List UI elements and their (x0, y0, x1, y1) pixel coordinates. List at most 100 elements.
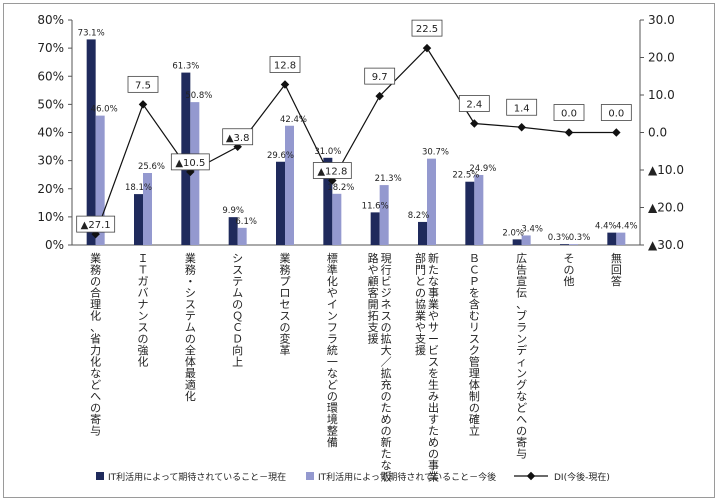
category-label: 業務の合理化、省力化などへの寄与 (90, 252, 101, 438)
di-marker (517, 123, 526, 132)
di-label-box (364, 67, 396, 85)
di-label-box (553, 104, 585, 121)
category-label: 業務プロセスの変革 (280, 252, 291, 357)
di-label-box (411, 19, 443, 37)
category-label: 部門との協業や支援 (415, 251, 426, 357)
di-label-box (127, 75, 159, 93)
bar-current-label: 2.0% (502, 228, 524, 238)
left-tick-label: 20% (37, 182, 64, 196)
di-label-box (170, 153, 210, 171)
left-tick-label: 50% (37, 97, 64, 111)
category-label: 無回答 (611, 251, 622, 288)
bar-current (276, 161, 285, 245)
legend-label-current: IT利活用によって期待されていること－現在 (108, 471, 286, 483)
bar-future-label: 46.0% (91, 105, 118, 115)
category-label: 業務・システムの全体最適化 (185, 252, 196, 403)
right-tick-label: 0.0 (648, 126, 667, 140)
left-tick-label: 0% (45, 238, 64, 252)
category-label: ＩＴガバナンスの強化 (138, 252, 149, 369)
category-label: 新たな事業やサービスを生み出すための事業 (428, 251, 439, 484)
bar-current (512, 239, 522, 245)
bar-current-label: 29.6% (267, 151, 294, 161)
bar-current-label: 11.6% (362, 201, 389, 211)
di-label: ▲12.8 (317, 167, 347, 178)
bar-future (427, 158, 436, 245)
bar-future-label: 18.2% (327, 183, 354, 193)
bar-current-label: 61.3% (172, 62, 199, 72)
di-polyline (95, 47, 617, 235)
bar-future (143, 173, 152, 245)
category-label: ＢＣＰを含むリスク管理体制の確立 (469, 252, 480, 438)
bar-future-label: 0.3% (569, 233, 591, 243)
di-marker (422, 43, 432, 53)
chart-frame (3, 3, 715, 498)
bar-current-label: 4.4% (595, 222, 617, 232)
bar-current-label: 0.3% (548, 233, 570, 243)
bar-future-label: 50.8% (185, 91, 212, 101)
bar-future (95, 115, 105, 245)
category-label: 広告宣伝、ブランディングなどへの寄与 (516, 252, 527, 461)
di-label: 0.0 (608, 109, 624, 120)
bar-future-label: 42.4% (280, 115, 307, 125)
di-label-box (312, 162, 352, 179)
left-tick-label: 70% (37, 41, 64, 55)
bar-current-label: 31.0% (314, 147, 341, 157)
di-label: 9.7 (372, 72, 388, 83)
bar-future-label: 30.7% (422, 148, 449, 158)
bar-future (569, 244, 578, 245)
di-label: 2.4 (466, 100, 482, 111)
bar-current (323, 157, 333, 245)
di-marker (612, 128, 621, 137)
bar-current (86, 39, 96, 245)
right-tick-label: 30.0 (648, 13, 675, 27)
bar-current (560, 244, 569, 245)
di-line: ▲27.1 7.5 ▲10.5 ▲3.8 12.8 ▲12.8 9.7 22.5 2.4 1.4 0… (76, 19, 632, 239)
di-marker (564, 128, 574, 137)
right-tick-label: ▲30.0 (648, 238, 684, 252)
legend-swatch-future (306, 472, 314, 480)
left-tick-label: 60% (37, 69, 64, 83)
bar-future (332, 193, 342, 245)
legend-swatch-current (96, 472, 104, 480)
bar-future (616, 232, 626, 245)
di-label: 0.0 (561, 109, 577, 120)
bar-current-label: 18.1% (125, 183, 152, 193)
bar-current (370, 212, 380, 245)
category-label: システムのＱＣＤ向上 (232, 252, 243, 369)
bar-future-label: 21.3% (375, 174, 402, 184)
di-marker (280, 80, 290, 89)
di-label-box (506, 98, 538, 116)
di-marker (138, 100, 148, 109)
bar-current (607, 232, 617, 245)
bar-future (237, 227, 247, 245)
bar-future-label: 25.6% (138, 162, 165, 172)
bar-current (134, 194, 143, 245)
right-tick-label: ▲10.0 (648, 163, 684, 177)
di-label: ▲10.5 (175, 158, 205, 169)
di-label-box (269, 56, 301, 73)
left-tick-label: 10% (37, 210, 64, 224)
category-labels: 業務の合理化、省力化などへの寄与 ＩＴガバナンスの強化 業務・システムの全体最適化 シ… (90, 251, 622, 484)
bar-future-label: 3.4% (521, 224, 543, 234)
di-label: ▲3.8 (226, 133, 250, 144)
legend: IT利活用によって期待されていること－現在 IT利活用によって期待されていること－… (96, 471, 610, 483)
legend-marker-di (526, 471, 536, 481)
bar-future (190, 102, 200, 245)
left-tick-label: 80% (37, 13, 64, 27)
right-tick-label: ▲20.0 (648, 201, 684, 215)
bar-future (474, 174, 484, 245)
bar-current-label: 22.5% (452, 171, 479, 181)
legend-label-di: DI(今後-現在) (554, 471, 610, 483)
bar-current-label: 73.1% (78, 28, 105, 38)
di-label: ▲27.1 (81, 220, 111, 231)
di-label-box (76, 215, 116, 233)
bar-future (379, 185, 389, 245)
legend-label-future: IT利活用によって期待されていること－今後 (318, 471, 496, 483)
left-tick-label: 40% (37, 126, 64, 140)
bar-future-label: 4.4% (616, 222, 638, 232)
left-tick-label: 30% (37, 154, 64, 168)
bar-future-label: 24.9% (469, 164, 496, 174)
di-marker (470, 119, 479, 128)
bar-current-label: 9.9% (222, 206, 244, 216)
di-label: 7.5 (135, 80, 151, 91)
